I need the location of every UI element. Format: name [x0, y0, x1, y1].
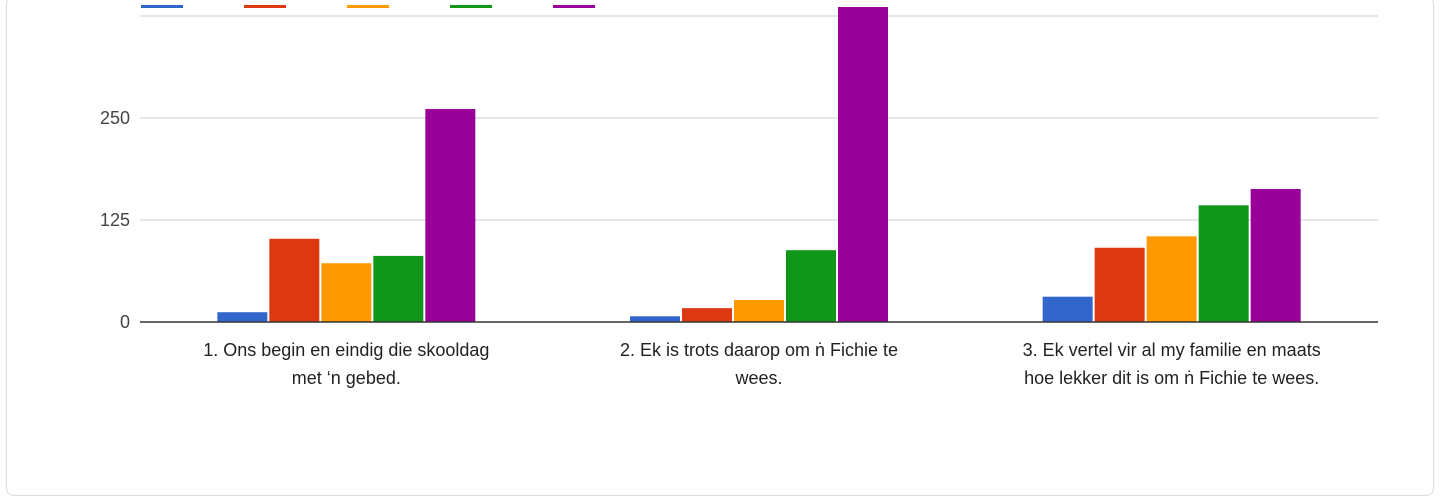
legend	[141, 5, 595, 8]
x-axis-labels: 1. Ons begin en eindig die skooldag met ‘…	[203, 340, 1320, 388]
y-tick-label: 250	[100, 108, 130, 128]
bars	[217, 7, 1301, 322]
y-tick-label: 125	[100, 210, 130, 230]
bar-series-5-category-2	[838, 7, 888, 322]
y-tick-label: 0	[120, 312, 130, 332]
gridlines	[140, 15, 1378, 221]
y-axis-ticks: 0 125 250	[100, 108, 130, 332]
x-category-label: 3. Ek vertel vir al my familie en maats h…	[1023, 340, 1321, 388]
bar-series-5-category-1	[425, 109, 476, 322]
bar-series-1-category-2	[630, 316, 680, 322]
bar-series-2-category-3	[1094, 247, 1145, 322]
bar-series-2-category-2	[682, 308, 732, 322]
bar-series-1-category-1	[217, 312, 268, 322]
bar-series-3-category-2	[734, 299, 784, 322]
bar-series-4-category-3	[1198, 205, 1249, 322]
bar-series-1-category-3	[1042, 296, 1093, 322]
bar-series-4-category-1	[373, 255, 424, 322]
bar-series-2-category-1	[269, 238, 320, 322]
legend-swatch	[347, 5, 389, 8]
legend-swatch	[244, 5, 286, 8]
bar-series-3-category-1	[321, 263, 372, 322]
bar-series-5-category-3	[1250, 188, 1301, 322]
bar-series-4-category-2	[786, 250, 836, 322]
x-category-label: 2. Ek is trots daarop om ṅ Fichie te wees…	[620, 340, 898, 388]
legend-swatch	[553, 5, 595, 8]
x-category-label: 1. Ons begin en eindig die skooldag met ‘…	[203, 340, 489, 388]
bar-series-3-category-3	[1146, 236, 1197, 322]
legend-swatch	[450, 5, 492, 8]
legend-swatch	[141, 5, 183, 8]
